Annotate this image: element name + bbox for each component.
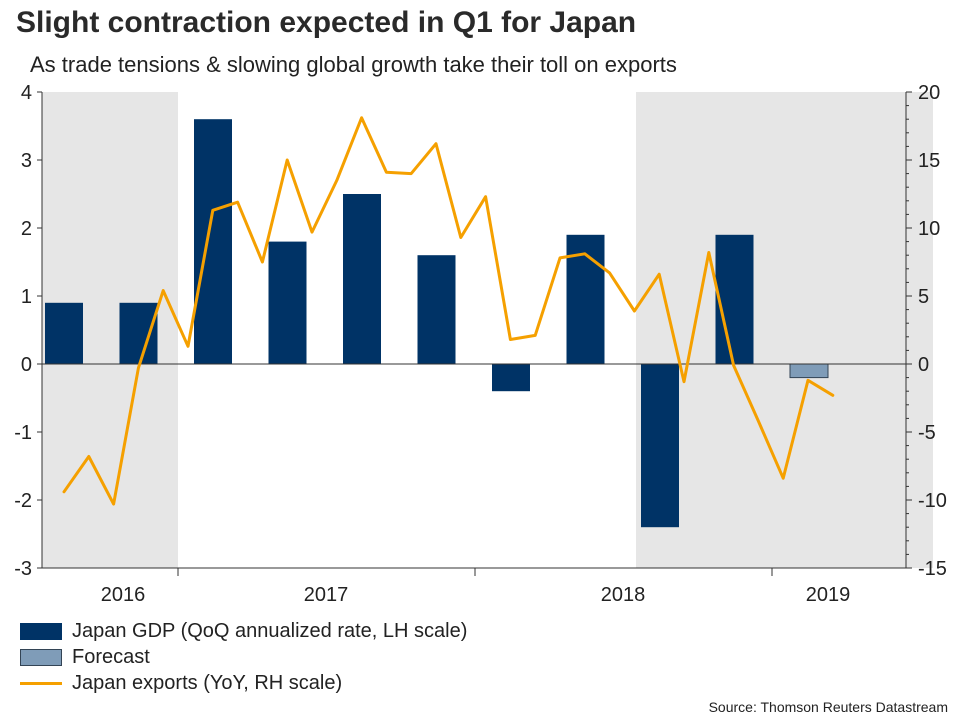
left-tick-label: -2	[14, 490, 32, 512]
legend-item-forecast: Forecast	[20, 644, 467, 670]
chart-subtitle: As trade tensions & slowing global growt…	[30, 52, 677, 77]
year-label-2016: 2016	[101, 584, 146, 606]
left-tick-label: 3	[21, 150, 32, 172]
gdp-bars	[45, 119, 829, 528]
legend-label-gdp: Japan GDP (QoQ annualized rate, LH scale…	[72, 619, 468, 642]
exports-line-path	[62, 116, 835, 506]
right-tick-label: 0	[918, 354, 929, 376]
legend-label-forecast: Forecast	[72, 645, 150, 668]
left-tick-label: 2	[21, 218, 32, 240]
left-tick-label: -3	[14, 558, 32, 580]
shade-2018	[636, 92, 933, 568]
gdp-bar	[492, 364, 530, 392]
legend: Japan GDP (QoQ annualized rate, LH scale…	[20, 618, 467, 696]
year-label-2019: 2019	[806, 584, 851, 606]
legend-item-exports: Japan exports (YoY, RH scale)	[20, 670, 467, 696]
source-note: Source: Thomson Reuters Datastream	[708, 699, 948, 715]
exports-line	[62, 116, 835, 506]
right-tick-label: -10	[918, 490, 947, 512]
gdp-bar	[194, 119, 232, 364]
year-label-2018: 2018	[601, 584, 646, 606]
gdp-bar	[119, 302, 158, 364]
year-shading	[42, 92, 933, 568]
right-tick-label: -15	[918, 558, 947, 580]
right-tick-label: 5	[918, 286, 929, 308]
left-tick-label: 4	[21, 82, 32, 104]
forecast-bar	[789, 363, 829, 379]
year-label-2017: 2017	[304, 584, 349, 606]
gdp-bar	[641, 364, 679, 528]
exports-swatch	[20, 681, 62, 685]
chart-title: Slight contraction expected in Q1 for Ja…	[16, 6, 637, 39]
gdp-bar	[45, 302, 83, 364]
right-tick-label: -5	[918, 422, 936, 444]
gdp-swatch	[20, 622, 62, 640]
right-tick-label: 10	[918, 218, 940, 240]
left-tick-label: 1	[21, 286, 32, 308]
left-tick-label: -1	[14, 422, 32, 444]
right-tick-label: 20	[918, 82, 940, 104]
forecast-swatch	[20, 648, 62, 666]
legend-item-gdp: Japan GDP (QoQ annualized rate, LH scale…	[20, 618, 467, 644]
right-tick-label: 15	[918, 150, 940, 172]
left-tick-label: 0	[21, 354, 32, 376]
legend-label-exports: Japan exports (YoY, RH scale)	[72, 671, 343, 694]
gdp-bar	[268, 241, 307, 364]
gdp-bar	[715, 234, 754, 364]
gdp-bar	[417, 255, 456, 364]
gdp-bar	[343, 194, 381, 364]
